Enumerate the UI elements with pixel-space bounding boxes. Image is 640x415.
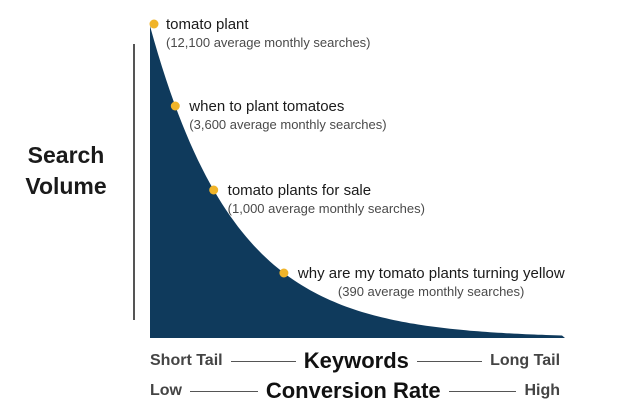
search-volume-label: (390 average monthly searches) (337, 284, 525, 299)
search-volume-label: (1,000 average monthly searches) (227, 201, 425, 216)
point-label-when-to-plant-tomatoes: when to plant tomatoes (3,600 average mo… (189, 97, 386, 134)
y-axis-title: Search Volume (18, 140, 114, 202)
point-label-tomato-plants-for-sale: tomato plants for sale (1,000 average mo… (228, 181, 425, 218)
axis-dash (416, 360, 483, 362)
search-volume-label: (12,100 average monthly searches) (166, 35, 371, 50)
point-marker (170, 101, 180, 111)
x-axis-keywords-row: Short Tail Keywords Long Tail (150, 346, 560, 376)
keyword-label: tomato plant (166, 16, 249, 33)
point-label-tomato-plants-turning-yellow: why are my tomato plants turning yellow … (298, 264, 565, 301)
search-volume-area (150, 26, 565, 338)
y-axis-title-line-1: Search (27, 142, 105, 168)
keyword-label: why are my tomato plants turning yellow (297, 265, 565, 282)
axis-dash (448, 390, 517, 392)
point-marker (279, 268, 289, 278)
x-axis-conversion-row: Low Conversion Rate High (150, 376, 560, 406)
search-volume-label: (3,600 average monthly searches) (189, 117, 387, 132)
keyword-label: tomato plants for sale (227, 182, 372, 199)
keywords-axis-title: Keywords (303, 348, 409, 373)
high-label: High (524, 382, 560, 399)
axis-dash (190, 390, 258, 392)
y-axis-title-line-2: Volume (25, 173, 107, 199)
short-tail-label: Short Tail (150, 352, 223, 369)
long-tail-label: Long Tail (490, 352, 561, 369)
point-marker (209, 185, 219, 195)
point-markers (149, 19, 289, 278)
y-axis-line (133, 44, 135, 320)
low-label: Low (150, 382, 182, 399)
axis-dash (230, 360, 296, 362)
point-marker (149, 19, 159, 29)
keyword-label: when to plant tomatoes (189, 98, 345, 115)
point-label-tomato-plant: tomato plant (12,100 average monthly sea… (166, 15, 371, 52)
conversion-rate-axis-title: Conversion Rate (265, 378, 441, 403)
